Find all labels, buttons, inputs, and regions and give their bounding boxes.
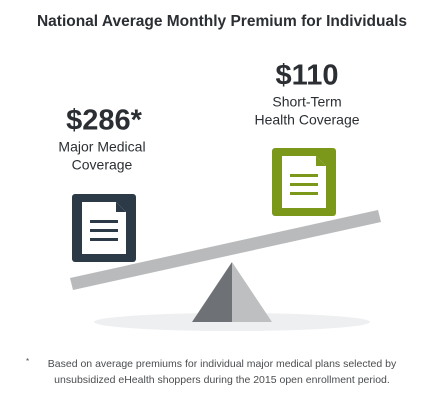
- plank: [70, 210, 381, 290]
- document-icon-navy: [72, 194, 136, 262]
- fulcrum-left: [192, 262, 232, 322]
- fulcrum-right: [232, 262, 272, 322]
- left-price: $286*: [66, 105, 143, 137]
- footnote-line: Based on average premiums for individual…: [48, 358, 397, 370]
- left-label: Major Medical: [58, 139, 145, 155]
- title: National Average Monthly Premium for Ind…: [37, 13, 407, 30]
- right-price: $110: [276, 60, 339, 92]
- right-label: Health Coverage: [254, 112, 359, 128]
- footnote-line: unsubsidized eHealth shoppers during the…: [54, 374, 390, 386]
- document-icon-green: [272, 148, 336, 216]
- footnote-marker: *: [26, 357, 29, 366]
- right-label: Short-Term: [272, 94, 341, 110]
- left-label: Coverage: [72, 157, 133, 173]
